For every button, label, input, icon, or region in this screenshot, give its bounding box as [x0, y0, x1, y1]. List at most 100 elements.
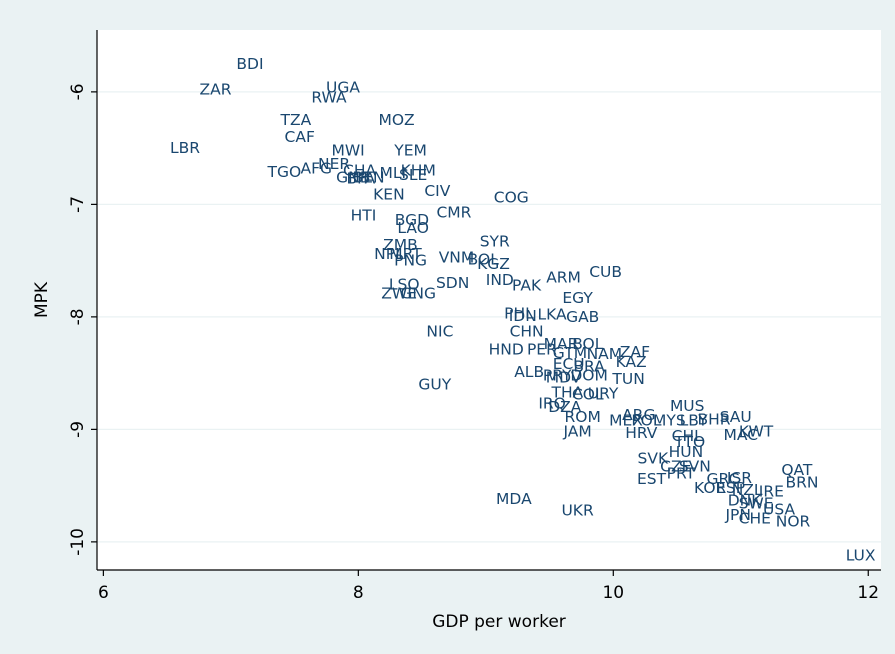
- point-label: BFA: [347, 170, 376, 188]
- point-label: MAC: [724, 426, 759, 444]
- point-label: IND: [486, 271, 514, 289]
- point-label: IRQ: [538, 395, 566, 413]
- point-label: PAK: [512, 276, 542, 294]
- point-label: ESP: [716, 479, 745, 497]
- point-label: USA: [763, 500, 795, 518]
- point-label: NPL: [374, 245, 404, 263]
- point-label: BHR: [697, 410, 730, 428]
- point-label: SVK: [638, 450, 669, 468]
- point-label: MOZ: [378, 111, 414, 129]
- point-label: THA: [551, 383, 584, 401]
- point-label: MUS: [670, 397, 705, 415]
- point-label: PNG: [394, 252, 427, 270]
- point-label: CIV: [424, 182, 450, 200]
- point-label: BGD: [395, 211, 429, 229]
- point-label: KAZ: [616, 353, 647, 371]
- point-label: CHN: [510, 323, 544, 341]
- point-label: KHM: [401, 162, 436, 180]
- x-axis-label: GDP per worker: [432, 612, 566, 632]
- point-label: MEX: [609, 411, 643, 429]
- point-label: CAF: [285, 128, 315, 146]
- point-label: ZAF: [620, 343, 650, 361]
- point-label: RWA: [311, 89, 347, 107]
- point-label: LAO: [397, 219, 429, 237]
- point-label: SDN: [436, 274, 469, 292]
- point-label: BOL: [468, 251, 500, 269]
- point-label: COG: [494, 189, 529, 207]
- point-label: QAT: [781, 461, 813, 479]
- point-label: IRE: [759, 482, 784, 500]
- x-tick-label: 8: [353, 583, 364, 603]
- point-label: HRV: [625, 424, 658, 442]
- y-tick-label: -10: [68, 528, 88, 556]
- y-tick-label: -9: [68, 421, 88, 438]
- point-label: NAM: [587, 345, 623, 363]
- point-label: KEN: [373, 185, 405, 203]
- point-label: MAR: [544, 335, 579, 353]
- point-label: HTI: [351, 207, 377, 225]
- point-label: DOM: [570, 366, 608, 384]
- y-axis-label: MPK: [32, 281, 52, 318]
- point-label: HUN: [669, 443, 704, 461]
- point-label: UKR: [561, 501, 594, 519]
- y-tick-label: -8: [68, 308, 88, 325]
- point-label: NZL: [732, 481, 763, 499]
- point-label: NER: [318, 155, 350, 173]
- point-label: ZMB: [383, 236, 418, 254]
- point-label: LBR: [170, 139, 200, 157]
- point-label: TZA: [280, 111, 312, 129]
- point-label: AFG: [300, 159, 332, 177]
- point-label: KWT: [739, 423, 774, 441]
- point-label: CHL: [672, 427, 703, 445]
- point-label: CUB: [589, 263, 622, 281]
- point-label: BEN: [353, 168, 385, 186]
- point-label: GNG: [400, 284, 436, 302]
- point-label: IDN: [509, 307, 537, 325]
- point-label: MYS: [653, 411, 686, 429]
- point-label: BOL: [572, 335, 604, 353]
- point-label: SLE: [399, 166, 427, 184]
- point-label: LKA: [538, 306, 568, 324]
- point-label: YEM: [393, 141, 427, 159]
- point-label: GTM: [553, 344, 587, 362]
- point-label: MDA: [496, 490, 532, 508]
- point-label: ZAR: [200, 81, 232, 99]
- point-label: ARM: [546, 269, 581, 287]
- point-label: KOR: [694, 479, 727, 497]
- point-label: LUX: [846, 546, 876, 564]
- point-label: PRY: [543, 366, 572, 384]
- point-label: TUN: [611, 370, 644, 388]
- point-label: JPN: [724, 506, 751, 524]
- point-label: TTO: [673, 433, 705, 451]
- point-label: ALB: [514, 363, 544, 381]
- point-label: LBY: [680, 411, 708, 429]
- point-label: GUY: [418, 375, 451, 393]
- point-label: HND: [489, 341, 524, 359]
- point-label: BRA: [573, 357, 605, 375]
- x-tick-label: 6: [98, 583, 109, 603]
- point-label: EGY: [562, 289, 593, 307]
- point-label: GNB: [336, 168, 370, 186]
- point-label: KGZ: [477, 255, 510, 273]
- point-label: TGO: [267, 163, 302, 181]
- point-label: VNM: [439, 248, 475, 266]
- point-label: LSO: [389, 275, 420, 293]
- point-label: CHE: [739, 509, 771, 527]
- point-label: POL: [631, 411, 662, 429]
- x-tick-label: 12: [857, 583, 879, 603]
- point-label: CMR: [436, 203, 471, 221]
- point-label: GAB: [566, 308, 599, 326]
- point-label: ECU: [553, 355, 585, 373]
- plot-background: [97, 30, 881, 570]
- plot-area: 6 8 10 12 -6 -7 -8 -9 -10 GDP per worker MPK BDIZAR…: [32, 30, 881, 632]
- point-label: NOR: [776, 513, 811, 531]
- point-label: MLI: [379, 164, 406, 182]
- point-label: UGA: [326, 78, 360, 96]
- point-label: MRT: [389, 245, 422, 263]
- point-label: SVN: [679, 458, 711, 476]
- y-tick-label: -6: [68, 83, 88, 100]
- x-tick-label: 10: [602, 583, 624, 603]
- point-label: ZWE: [381, 284, 417, 302]
- point-label: JAM: [562, 423, 591, 441]
